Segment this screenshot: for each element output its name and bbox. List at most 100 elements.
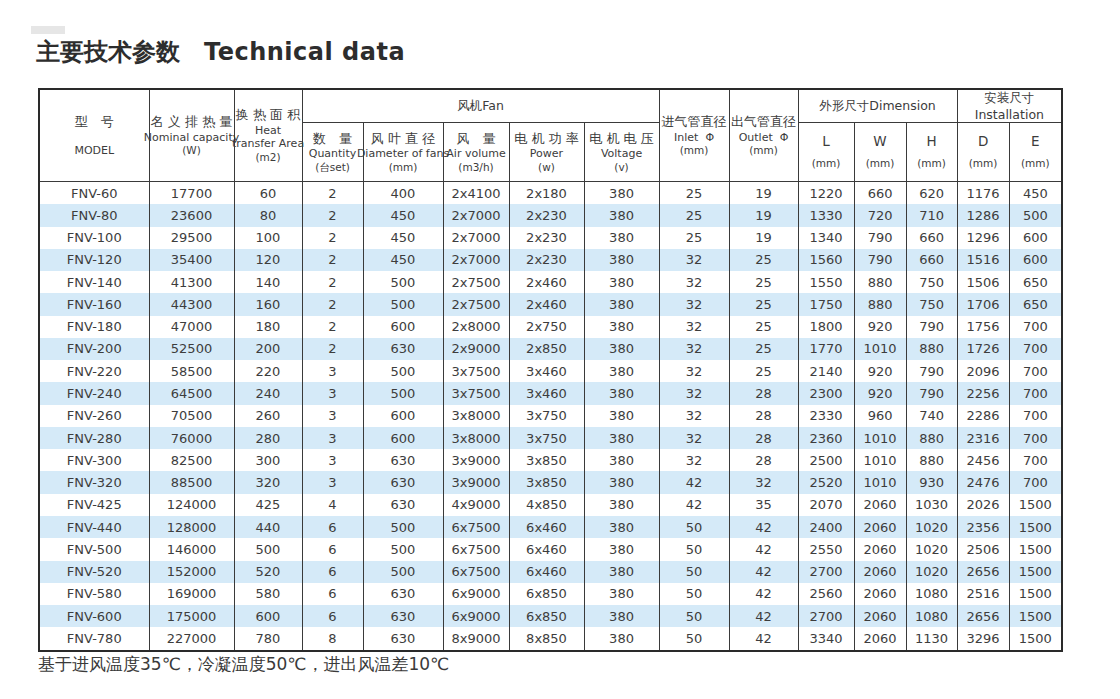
model-cell: FNV-60 (39, 182, 149, 205)
value-cell: 3 (302, 405, 363, 427)
value-cell: 128000 (149, 516, 234, 538)
table-row: FNV-3008250030036303x90003x8503803228250… (39, 449, 1062, 471)
table-header: 型 号 MODEL 名 义 排 热 量 Nominal capacity (W)… (39, 89, 1062, 182)
value-cell: 880 (906, 427, 957, 449)
value-cell: 1706 (957, 293, 1009, 315)
value-cell: 2070 (798, 494, 854, 516)
value-cell: 2700 (798, 605, 854, 627)
group-header-fan: 风机Fan (302, 89, 659, 123)
col-header-voltage: 电 机 电 压 Voltage (v) (584, 123, 659, 182)
col-header-diameter: 风 叶 直 径 Diameter of fans (mm) (363, 123, 443, 182)
value-cell: 600 (363, 316, 443, 338)
value-cell: 6x9000 (443, 605, 509, 627)
value-cell: 2 (302, 204, 363, 226)
value-cell: 790 (854, 227, 906, 249)
value-cell: 2456 (957, 449, 1009, 471)
col-header-area-zh: 换 热 面 积 (236, 106, 300, 124)
col-header-airvolume: 风 量 Air volume (m3/h) (443, 123, 509, 182)
value-cell: 380 (584, 561, 659, 583)
value-cell: 6x460 (509, 561, 584, 583)
value-cell: 650 (1009, 271, 1062, 293)
model-cell: FNV-780 (39, 627, 149, 650)
value-cell: 750 (906, 271, 957, 293)
value-cell: 6x850 (509, 605, 584, 627)
table-row: FNV-60017500060066306x90006x850380504227… (39, 605, 1062, 627)
value-cell: 600 (1009, 227, 1062, 249)
value-cell: 580 (234, 583, 302, 605)
value-cell: 2060 (854, 605, 906, 627)
value-cell: 3x9000 (443, 449, 509, 471)
model-cell: FNV-100 (39, 227, 149, 249)
value-cell: 380 (584, 271, 659, 293)
value-cell: 2500 (798, 449, 854, 471)
value-cell: 700 (1009, 382, 1062, 404)
table-row: FNV-1404130014025002x75002x4603803225155… (39, 271, 1062, 293)
value-cell: 19 (729, 182, 798, 205)
value-cell: 2x7500 (443, 271, 509, 293)
table-row: FNV-3208850032036303x90003x8503804232252… (39, 471, 1062, 493)
value-cell: 25 (659, 182, 729, 205)
value-cell: 58500 (149, 360, 234, 382)
value-cell: 1726 (957, 338, 1009, 360)
value-cell: 1286 (957, 204, 1009, 226)
value-cell: 2060 (854, 538, 906, 560)
value-cell: 2550 (798, 538, 854, 560)
value-cell: 500 (363, 538, 443, 560)
value-cell: 32 (659, 271, 729, 293)
value-cell: 19 (729, 227, 798, 249)
value-cell: 2 (302, 316, 363, 338)
value-cell: 1130 (906, 627, 957, 650)
value-cell: 2560 (798, 583, 854, 605)
model-cell: FNV-440 (39, 516, 149, 538)
value-cell: 240 (234, 382, 302, 404)
col-header-outlet-unit: (mm) (749, 144, 778, 158)
col-header-length-letter: L (822, 133, 830, 149)
value-cell: 500 (363, 561, 443, 583)
col-header-install-e-unit: (mm) (1021, 157, 1050, 171)
value-cell: 6 (302, 561, 363, 583)
col-header-outlet-zh: 出气管直径 (731, 113, 796, 131)
value-cell: 25 (729, 360, 798, 382)
value-cell: 660 (906, 227, 957, 249)
value-cell: 25 (659, 204, 729, 226)
value-cell: 2360 (798, 427, 854, 449)
value-cell: 1020 (906, 538, 957, 560)
col-header-height: H (mm) (906, 123, 957, 182)
value-cell: 1770 (798, 338, 854, 360)
value-cell: 25 (729, 338, 798, 360)
value-cell: 2x8000 (443, 316, 509, 338)
value-cell: 25 (659, 227, 729, 249)
col-header-outlet: 出气管直径 Outlet Φ (mm) (729, 89, 798, 182)
model-cell: FNV-160 (39, 293, 149, 315)
col-header-inlet: 进气管直径 Inlet Φ (mm) (659, 89, 729, 182)
col-header-height-letter: H (926, 133, 936, 149)
value-cell: 700 (1009, 338, 1062, 360)
value-cell: 600 (363, 405, 443, 427)
value-cell: 620 (906, 182, 957, 205)
value-cell: 280 (234, 427, 302, 449)
value-cell: 1296 (957, 227, 1009, 249)
value-cell: 175000 (149, 605, 234, 627)
value-cell: 2700 (798, 561, 854, 583)
value-cell: 2x460 (509, 293, 584, 315)
value-cell: 25 (729, 249, 798, 271)
value-cell: 44300 (149, 293, 234, 315)
value-cell: 880 (906, 338, 957, 360)
table-row: FNV-78022700078086308x90008x850380504233… (39, 627, 1062, 650)
value-cell: 520 (234, 561, 302, 583)
value-cell: 380 (584, 182, 659, 205)
value-cell: 1506 (957, 271, 1009, 293)
value-cell: 227000 (149, 627, 234, 650)
value-cell: 3x750 (509, 427, 584, 449)
value-cell: 700 (1009, 427, 1062, 449)
value-cell: 6 (302, 516, 363, 538)
table-body: FNV-60177006024002x41002x180380251912206… (39, 182, 1062, 651)
value-cell: 64500 (149, 382, 234, 404)
value-cell: 2356 (957, 516, 1009, 538)
value-cell: 630 (363, 627, 443, 650)
value-cell: 124000 (149, 494, 234, 516)
value-cell: 700 (1009, 471, 1062, 493)
model-cell: FNV-425 (39, 494, 149, 516)
value-cell: 160 (234, 293, 302, 315)
table-row: FNV-1203540012024502x70002x2303803225156… (39, 249, 1062, 271)
